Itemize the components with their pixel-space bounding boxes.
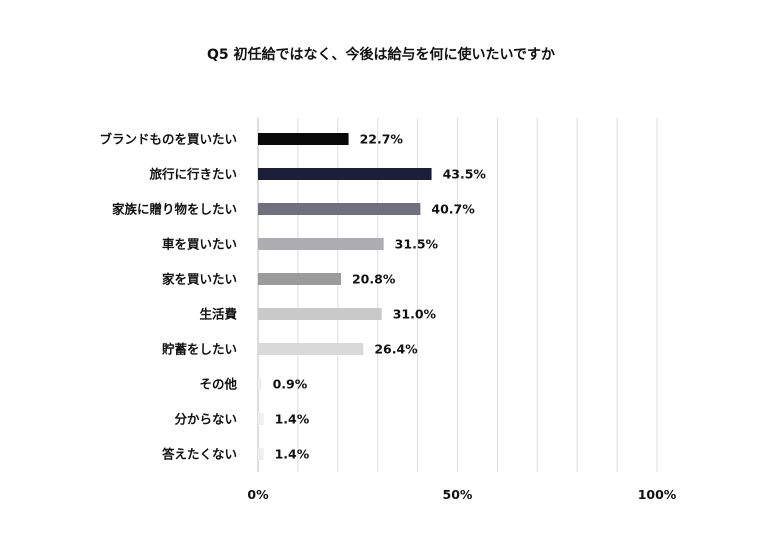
data-label: 31.5%	[395, 237, 439, 252]
chart-title: Q5 初任給ではなく、今後は給与を何に使いたいですか	[206, 47, 556, 63]
data-label: 43.5%	[443, 167, 487, 182]
category-labels: ブランドものを買いたい旅行に行きたい家族に贈り物をしたい車を買いたい家を買いたい…	[99, 132, 237, 462]
category-label: 答えたくない	[162, 447, 237, 462]
x-tick-label: 50%	[443, 487, 473, 502]
category-label: ブランドものを買いたい	[99, 132, 237, 147]
data-label: 26.4%	[374, 342, 418, 357]
category-label: 旅行に行きたい	[148, 167, 237, 182]
category-label: その他	[199, 377, 237, 392]
data-label: 40.7%	[431, 202, 475, 217]
data-label: 1.4%	[275, 447, 310, 462]
bar	[258, 448, 264, 460]
bar	[258, 168, 432, 180]
data-label: 0.9%	[273, 377, 308, 392]
category-label: 生活費	[199, 307, 237, 322]
bar	[258, 413, 264, 425]
value-labels: 22.7% 43.5% 40.7% 31.5% 20.8% 31.0% 26.4% 0.9% 1…	[273, 132, 487, 462]
x-tick-label: 0%	[247, 487, 269, 502]
bar	[258, 273, 341, 285]
data-label: 31.0%	[393, 307, 437, 322]
category-label: 家族に贈り物をしたい	[112, 202, 237, 217]
bar	[258, 378, 262, 390]
bar	[258, 308, 382, 320]
x-tick-label: 100%	[638, 487, 677, 502]
bar	[258, 238, 384, 250]
data-label: 1.4%	[275, 412, 310, 427]
category-label: 家を買いたい	[162, 272, 237, 287]
bar	[258, 133, 349, 145]
data-label: 22.7%	[360, 132, 404, 147]
bars	[258, 133, 432, 460]
bar	[258, 343, 364, 355]
category-label: 車を買いたい	[162, 237, 237, 252]
category-label: 貯蓄をしたい	[162, 342, 237, 357]
category-label: 分からない	[174, 412, 237, 427]
data-label: 20.8%	[352, 272, 396, 287]
bar	[258, 203, 421, 215]
x-tick-labels: 0% 50% 100%	[247, 487, 676, 502]
